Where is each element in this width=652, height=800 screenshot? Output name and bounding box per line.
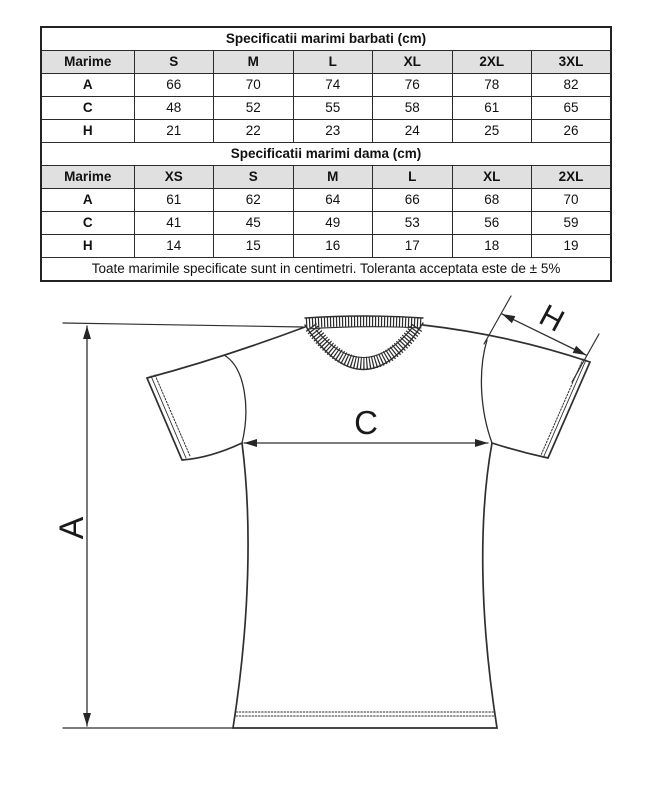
table-row: Toate marimile specificate sunt in centi… — [40, 257, 612, 282]
table-row: A 66 70 74 76 78 82 — [40, 73, 612, 97]
size-column-header: S — [213, 165, 294, 189]
size-value-cell: 19 — [531, 234, 612, 258]
size-value-cell: 78 — [451, 73, 532, 97]
size-value-cell: 65 — [531, 96, 612, 120]
table-row: Specificatii marimi barbati (cm) — [40, 26, 612, 51]
dim-A-extension-top — [62, 322, 304, 328]
size-value-cell: 66 — [133, 73, 214, 97]
dimension-row-label: C — [40, 96, 135, 120]
size-value-cell: 21 — [133, 119, 214, 143]
size-column-header: 2XL — [531, 165, 612, 189]
left-armhole-seam — [223, 354, 247, 444]
size-column-header: L — [292, 50, 373, 74]
size-value-cell: 52 — [213, 96, 294, 120]
size-value-cell: 66 — [372, 188, 453, 212]
size-value-cell: 17 — [372, 234, 453, 258]
table-row: A 61 62 64 66 68 70 — [40, 188, 612, 212]
table-row: H 14 15 16 17 18 19 — [40, 234, 612, 258]
table-row: H 21 22 23 24 25 26 — [40, 119, 612, 143]
marime-header: Marime — [40, 165, 135, 189]
size-value-cell: 24 — [372, 119, 453, 143]
dim-C-label: C — [354, 404, 378, 441]
size-value-cell: 74 — [292, 73, 373, 97]
table-row: Specificatii marimi dama (cm) — [40, 142, 612, 166]
size-value-cell: 49 — [292, 211, 373, 235]
size-value-cell: 61 — [451, 96, 532, 120]
size-value-cell: 22 — [213, 119, 294, 143]
tshirt-body-outline — [145, 324, 592, 729]
left-cuff-stitch-solid — [150, 375, 187, 459]
table-row: Marime XS S M L XL 2XL — [40, 165, 612, 189]
table-row: C 48 52 55 58 61 65 — [40, 96, 612, 120]
table-section-title: Specificatii marimi barbati (cm) — [40, 26, 612, 51]
size-value-cell: 82 — [531, 73, 612, 97]
size-value-cell: 26 — [531, 119, 612, 143]
collar — [304, 315, 424, 371]
size-value-cell: 55 — [292, 96, 373, 120]
dim-H-extension-lower — [571, 333, 600, 383]
size-column-header: M — [292, 165, 373, 189]
collar-back-top-edge — [304, 315, 424, 319]
marime-header: Marime — [40, 50, 135, 74]
collar-front-rib-ticks — [305, 323, 423, 370]
size-value-cell: 70 — [213, 73, 294, 97]
size-column-header: M — [213, 50, 294, 74]
dimension-row-label: C — [40, 211, 135, 235]
size-column-header: XL — [451, 165, 532, 189]
table-row: Marime S M L XL 2XL 3XL — [40, 50, 612, 74]
size-value-cell: 15 — [213, 234, 294, 258]
size-value-cell: 58 — [372, 96, 453, 120]
collar-front-outer-edge — [304, 322, 424, 371]
size-column-header: S — [133, 50, 214, 74]
size-value-cell: 64 — [292, 188, 373, 212]
collar-back-bottom-edge — [306, 326, 422, 330]
size-column-header: XL — [372, 50, 453, 74]
tshirt-measurement-diagram: A C H — [53, 295, 600, 729]
size-value-cell: 14 — [133, 234, 214, 258]
collar-back-rib-ticks — [305, 316, 423, 328]
table-row: C 41 45 49 53 56 59 — [40, 211, 612, 235]
size-value-cell: 45 — [213, 211, 294, 235]
size-spec-table-body: Specificatii marimi barbati (cm) Marime S M… — [40, 26, 612, 282]
size-spec-table: Specificatii marimi barbati (cm) Marime S M… — [40, 26, 613, 282]
left-cuff-stitch-dotted — [154, 374, 191, 457]
size-value-cell: 53 — [372, 211, 453, 235]
size-value-cell: 68 — [451, 188, 532, 212]
size-column-header: 2XL — [451, 50, 532, 74]
right-cuff-stitch-solid — [543, 359, 587, 457]
size-value-cell: 76 — [372, 73, 453, 97]
size-value-cell: 48 — [133, 96, 214, 120]
dimension-row-label: H — [40, 119, 135, 143]
size-column-header: L — [372, 165, 453, 189]
dim-H-extension-upper — [483, 295, 512, 345]
collar-front-inner-edge — [315, 327, 413, 359]
size-value-cell: 56 — [451, 211, 532, 235]
size-value-cell: 62 — [213, 188, 294, 212]
size-value-cell: 23 — [292, 119, 373, 143]
table-section-title: Specificatii marimi dama (cm) — [40, 142, 612, 166]
size-value-cell: 16 — [292, 234, 373, 258]
size-value-cell: 59 — [531, 211, 612, 235]
dim-H-line — [501, 313, 587, 356]
dimension-row-label: A — [40, 188, 135, 212]
dimension-row-label: A — [40, 73, 135, 97]
size-column-header: 3XL — [531, 50, 612, 74]
size-value-cell: 25 — [451, 119, 532, 143]
tolerance-note: Toate marimile specificate sunt in centi… — [40, 257, 612, 282]
size-column-header: XS — [133, 165, 214, 189]
size-value-cell: 18 — [451, 234, 532, 258]
right-armhole-seam — [480, 339, 493, 444]
size-value-cell: 41 — [133, 211, 214, 235]
size-value-cell: 61 — [133, 188, 214, 212]
size-value-cell: 70 — [531, 188, 612, 212]
dimension-row-label: H — [40, 234, 135, 258]
dim-A-label: A — [53, 516, 91, 539]
